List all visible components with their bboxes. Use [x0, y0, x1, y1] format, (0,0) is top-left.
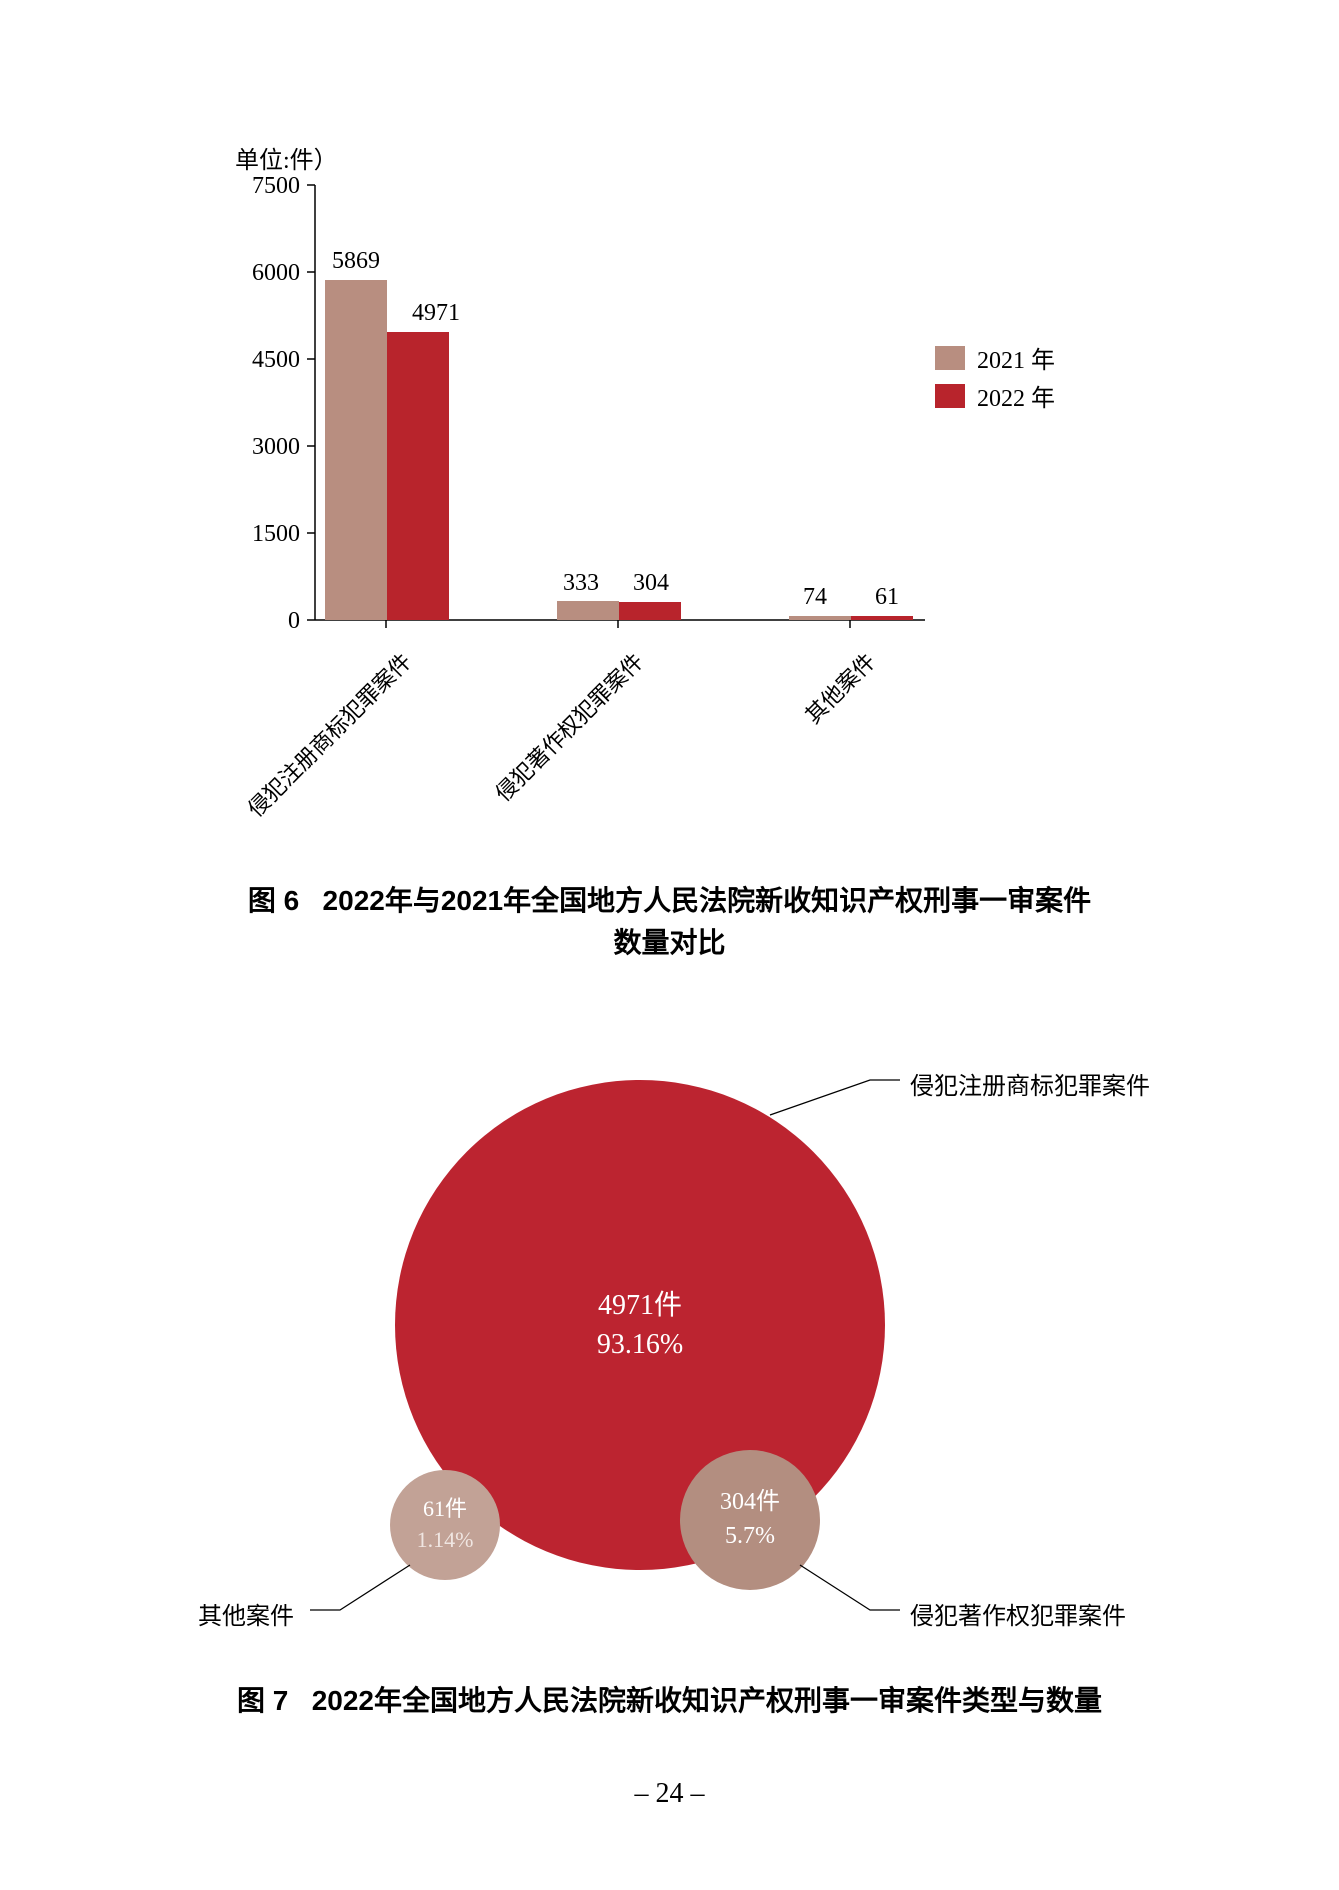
bar-label-g3-s2: 61: [841, 584, 933, 611]
caption-6-prefix: 图 6: [248, 885, 299, 916]
caption-7: 图 7 2022年全国地方人民法院新收知识产权刑事一审案件类型与数量: [0, 1680, 1339, 1722]
bar-g1-s1: [325, 280, 387, 620]
bar-g2-s2: [619, 602, 681, 620]
leader-label-big: 侵犯注册商标犯罪案件: [910, 1066, 1150, 1101]
legend-2021: 2021 年: [935, 340, 1055, 375]
y-tick-5: 7500: [220, 173, 300, 200]
y-tick-3: 4500: [220, 347, 300, 374]
bubble-chart: 4971件 93.16% 304件 5.7% 61件 1.14% 侵犯注册商标犯…: [0, 1050, 1339, 1670]
caption-6-line2: 数量对比: [613, 927, 725, 958]
bar-g3-s1: [789, 616, 851, 620]
x-cat-2: 侵犯著作权犯罪案件: [464, 645, 649, 830]
bar-label-g1-s1: 5869: [310, 248, 402, 275]
x-cat-1: 侵犯注册商标犯罪案件: [232, 645, 417, 830]
bar-label-g2-s2: 304: [605, 570, 697, 597]
bar-g1-s2: [387, 332, 449, 620]
legend-label-2022: 2022 年: [977, 378, 1055, 413]
bar-g2-s1: [557, 601, 619, 620]
bar-label-g1-s2: 4971: [390, 300, 482, 327]
caption-7-text: 2022年全国地方人民法院新收知识产权刑事一审案件类型与数量: [312, 1685, 1102, 1716]
caption-6: 图 6 2022年与2021年全国地方人民法院新收知识产权刑事一审案件 数量对比: [0, 880, 1339, 964]
leader-label-med: 侵犯著作权犯罪案件: [910, 1596, 1126, 1631]
bar-chart: 单位:件） 0 1500 3000 4500 6000 7500: [225, 140, 985, 860]
page-root: 单位:件） 0 1500 3000 4500 6000 7500: [0, 0, 1339, 1890]
leader-label-small: 其他案件: [198, 1596, 294, 1631]
y-tick-2: 3000: [220, 434, 300, 461]
legend-2022: 2022 年: [935, 378, 1055, 413]
legend-swatch-2021: [935, 346, 965, 370]
x-cat-3: 其他案件: [696, 645, 881, 830]
legend-label-2021: 2021 年: [977, 340, 1055, 375]
y-tick-4: 6000: [220, 260, 300, 287]
leader-lines: [0, 1050, 1339, 1670]
legend-swatch-2022: [935, 384, 965, 408]
y-tick-1: 1500: [220, 521, 300, 548]
caption-7-prefix: 图 7: [237, 1685, 288, 1716]
page-number: – 24 –: [0, 1778, 1339, 1810]
y-tick-0: 0: [220, 608, 300, 635]
caption-6-line1: 2022年与2021年全国地方人民法院新收知识产权刑事一审案件: [323, 885, 1092, 916]
bar-g3-s2: [851, 616, 913, 620]
